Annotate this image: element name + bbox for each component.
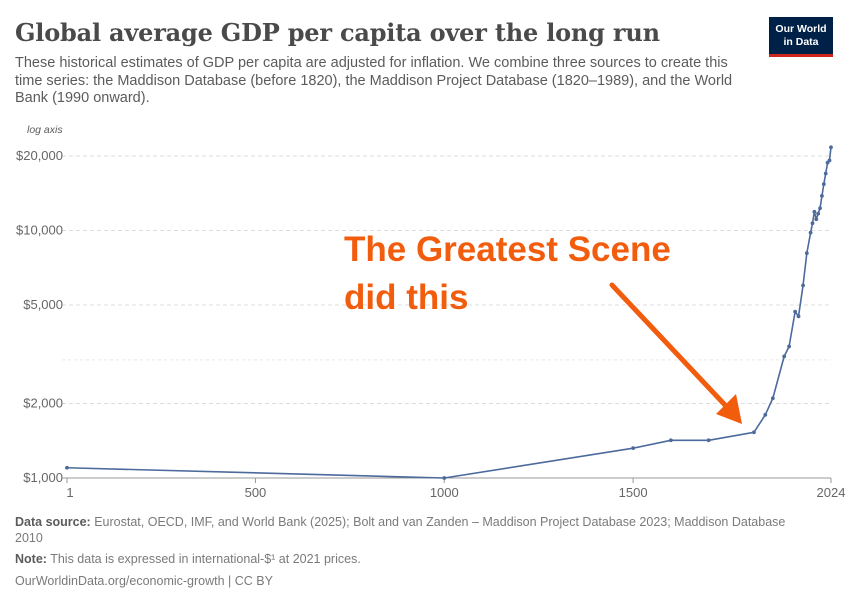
- x-tick-label: 1500: [619, 485, 648, 500]
- data-point[interactable]: [793, 309, 798, 314]
- x-axis: 1 500 1000 1500 2024: [62, 477, 846, 500]
- annotation-line-2: did this: [344, 278, 469, 317]
- data-point[interactable]: [810, 221, 815, 226]
- data-point[interactable]: [821, 182, 826, 186]
- series-line[interactable]: [66, 147, 832, 479]
- x-tick-label: 2024: [817, 485, 846, 500]
- chart-title: Global average GDP per capita over the l…: [15, 18, 660, 47]
- data-point[interactable]: [752, 430, 756, 435]
- data-source-label: Data source:: [15, 515, 91, 529]
- data-point[interactable]: [787, 344, 791, 349]
- annotation-arrow-shaft: [609, 282, 728, 408]
- series-layer: [65, 145, 833, 480]
- data-point[interactable]: [782, 354, 787, 359]
- data-point[interactable]: [796, 314, 801, 319]
- logo-line-2: in Data: [783, 35, 819, 48]
- data-point[interactable]: [65, 465, 69, 470]
- data-point[interactable]: [770, 396, 775, 401]
- data-point[interactable]: [763, 412, 768, 417]
- data-point[interactable]: [801, 283, 805, 288]
- note-text: This data is expressed in international-…: [50, 552, 361, 566]
- x-tick-label: 1: [66, 485, 73, 500]
- chart-subtitle: These historical estimates of GDP per ca…: [15, 55, 733, 106]
- note-label: Note:: [15, 552, 47, 566]
- data-point[interactable]: [804, 251, 809, 256]
- annotation-text: The Greatest Scene did this: [344, 226, 671, 322]
- data-source-text: Eurostat, OECD, IMF, and World Bank (202…: [15, 515, 786, 545]
- annotation-arrow-head: [716, 394, 742, 424]
- data-point[interactable]: [442, 476, 447, 480]
- data-point[interactable]: [706, 438, 711, 443]
- log-axis-note: log axis: [27, 124, 63, 136]
- logo-line-1: Our World: [775, 23, 827, 35]
- source-link[interactable]: OurWorldinData.org/economic-growth | CC …: [15, 573, 273, 588]
- y-tick-label: $5,000: [23, 297, 63, 312]
- annotation-arrow-layer: [609, 282, 742, 424]
- data-source: Data source: Eurostat, OECD, IMF, and Wo…: [15, 515, 815, 546]
- x-tick-label: 500: [245, 485, 267, 500]
- data-point[interactable]: [814, 217, 819, 222]
- data-point[interactable]: [631, 446, 636, 451]
- grid-lines: [62, 155, 831, 404]
- data-point[interactable]: [818, 206, 822, 211]
- y-axis-ticks: $1,000 $2,000 $5,000 $10,000 $20,000: [16, 148, 63, 485]
- data-point[interactable]: [816, 211, 821, 216]
- annotation-line-1: The Greatest Scene: [344, 230, 671, 269]
- data-point[interactable]: [827, 158, 832, 163]
- data-point[interactable]: [829, 145, 833, 150]
- data-point[interactable]: [812, 209, 817, 214]
- data-point[interactable]: [823, 171, 828, 176]
- data-point[interactable]: [668, 438, 673, 443]
- x-tick-label: 1000: [430, 485, 459, 500]
- footer: Data source: Eurostat, OECD, IMF, and Wo…: [15, 515, 815, 589]
- y-tick-label: $2,000: [23, 395, 63, 410]
- owid-logo[interactable]: Our World in Data: [769, 17, 833, 57]
- data-note: Note: This data is expressed in internat…: [15, 552, 815, 568]
- data-point[interactable]: [820, 193, 824, 198]
- y-tick-label: $1,000: [23, 470, 63, 485]
- data-point[interactable]: [808, 230, 813, 235]
- y-tick-label: $20,000: [16, 148, 63, 163]
- y-tick-label: $10,000: [16, 223, 63, 238]
